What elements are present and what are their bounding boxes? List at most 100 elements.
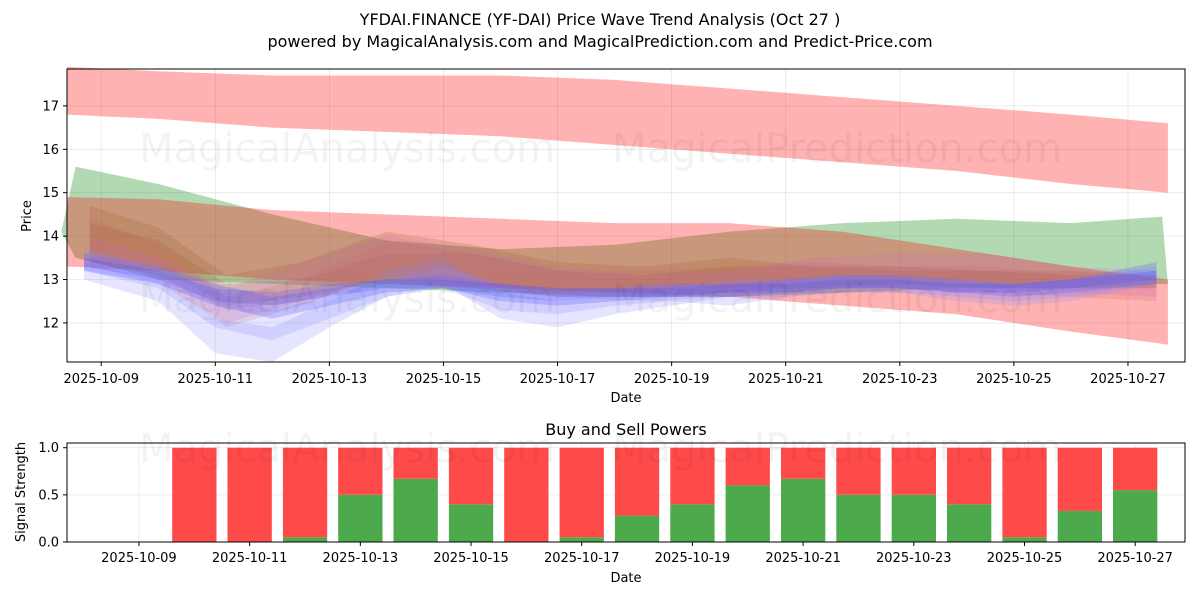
buy-sell-x-tick-label: 2025-10-25	[987, 551, 1063, 566]
price-wave-band-5	[89, 218, 1157, 328]
buy-bar	[448, 504, 494, 542]
watermark-analysis-3: MagicalAnalysis.com	[139, 426, 555, 472]
sell-bar	[393, 447, 438, 479]
price-x-tick-label: 2025-10-15	[406, 372, 482, 387]
sell-bar	[947, 447, 992, 505]
price-wave-band-1	[61, 166, 1168, 297]
sell-bar	[614, 447, 660, 516]
buy-sell-y-axis-label: Signal Strength	[14, 442, 29, 542]
buy-sell-x-tick-label: 2025-10-15	[433, 551, 509, 566]
buy-sell-x-ticks: 2025-10-09 2025-10-11 2025-10-13 2025-10-15…	[101, 542, 1173, 566]
watermark-prediction-3: MagicalPrediction.com	[612, 426, 1062, 472]
price-y-tick-label: 12	[42, 316, 59, 331]
price-grid	[67, 69, 1185, 362]
price-wave-band-7	[84, 257, 1157, 362]
price-x-tick-label: 2025-10-13	[292, 372, 368, 387]
price-wave-band-8	[84, 249, 1157, 341]
price-bands	[61, 66, 1168, 362]
sell-bar	[504, 447, 549, 542]
price-y-tick-label: 17	[42, 99, 59, 114]
price-plot-area	[67, 69, 1185, 362]
price-wave-band-0	[67, 66, 1168, 193]
price-wave-band-6	[89, 236, 1157, 323]
price-wave-chart: MagicalAnalysis.com MagicalPrediction.co…	[20, 66, 1186, 406]
price-y-tick-label: 15	[42, 186, 59, 201]
buy-sell-x-tick-label: 2025-10-17	[544, 551, 620, 566]
figure-subtitle: powered by MagicalAnalysis.com and Magic…	[267, 32, 932, 51]
figure-title: YFDAI.FINANCE (YF-DAI) Price Wave Trend …	[359, 10, 841, 29]
buy-sell-x-tick-label: 2025-10-27	[1097, 551, 1173, 566]
buy-bar	[781, 478, 826, 542]
buy-bar	[1002, 537, 1047, 542]
price-wave-band-9	[84, 253, 1157, 319]
buy-sell-x-axis-label: Date	[610, 571, 641, 586]
buy-sell-plot-frame	[66, 442, 1186, 543]
sell-bar	[1002, 447, 1047, 538]
price-plot-frame	[66, 68, 1186, 363]
buy-bar	[338, 494, 383, 542]
price-y-ticks: 12 13 14 15 16 17	[42, 99, 67, 331]
sell-bar	[172, 447, 217, 542]
buy-sell-x-tick-label: 2025-10-21	[765, 551, 841, 566]
buy-sell-y-tick-label: 0.0	[38, 536, 59, 551]
price-y-tick-label: 13	[42, 273, 59, 288]
buy-bar	[725, 485, 770, 542]
buy-sell-title: Buy and Sell Powers	[545, 420, 707, 439]
buy-bar	[836, 494, 881, 542]
buy-sell-x-tick-label: 2025-10-11	[212, 551, 288, 566]
price-wave-band-2	[67, 197, 1168, 345]
watermark-prediction: MagicalPrediction.com	[612, 126, 1062, 172]
price-x-tick-label: 2025-10-23	[862, 372, 938, 387]
price-watermarks: MagicalAnalysis.com MagicalPrediction.co…	[139, 126, 1062, 322]
watermark-analysis-2: MagicalAnalysis.com	[139, 276, 555, 322]
buy-sell-watermarks: MagicalAnalysis.com MagicalPrediction.co…	[139, 426, 1062, 472]
price-x-tick-label: 2025-10-11	[178, 372, 254, 387]
price-x-ticks: 2025-10-09 2025-10-11 2025-10-13 2025-10-15…	[63, 362, 1166, 387]
buy-bar	[670, 504, 715, 542]
buy-bar	[1057, 510, 1102, 542]
price-x-tick-label: 2025-10-21	[748, 372, 824, 387]
sell-bar	[338, 447, 383, 495]
sell-bar	[448, 447, 494, 505]
buy-bar	[559, 537, 604, 542]
price-y-tick-label: 16	[42, 143, 59, 158]
price-x-tick-label: 2025-10-25	[976, 372, 1052, 387]
sell-bar	[282, 447, 328, 538]
sell-bar	[891, 447, 936, 495]
sell-bar	[1057, 447, 1102, 511]
price-wave-band-4	[89, 223, 1157, 310]
price-wave-band-3	[89, 205, 1157, 306]
buy-sell-chart: Buy and Sell Powers MagicalAnalysis.com …	[14, 420, 1186, 586]
price-y-axis-label: Price	[20, 200, 35, 232]
buy-bar	[614, 515, 660, 542]
buy-bar	[947, 504, 992, 542]
buy-bar	[393, 478, 438, 542]
price-y-tick-label: 14	[42, 230, 59, 245]
buy-sell-x-tick-label: 2025-10-09	[101, 551, 177, 566]
buy-sell-y-tick-label: 1.0	[38, 441, 59, 456]
price-x-tick-label: 2025-10-17	[520, 372, 596, 387]
price-x-tick-label: 2025-10-09	[63, 372, 139, 387]
sell-bar	[1113, 447, 1158, 491]
sell-bar	[670, 447, 715, 505]
price-x-axis-label: Date	[610, 391, 641, 406]
buy-sell-x-tick-label: 2025-10-13	[323, 551, 399, 566]
sell-bar	[836, 447, 881, 495]
buy-bar	[282, 537, 328, 542]
watermark-prediction-2: MagicalPrediction.com	[612, 276, 1062, 322]
watermark-analysis: MagicalAnalysis.com	[139, 126, 555, 172]
buy-sell-y-ticks: 0.0 0.5 1.0	[38, 441, 67, 551]
buy-bar	[891, 494, 936, 542]
sell-bar	[559, 447, 604, 538]
buy-sell-x-tick-label: 2025-10-19	[655, 551, 731, 566]
sell-bar	[781, 447, 826, 479]
buy-sell-x-tick-label: 2025-10-23	[876, 551, 952, 566]
sell-bar	[725, 447, 770, 486]
price-x-tick-label: 2025-10-19	[634, 372, 710, 387]
buy-sell-bars	[172, 447, 1158, 542]
price-x-tick-label: 2025-10-27	[1090, 372, 1166, 387]
buy-bar	[1113, 490, 1158, 542]
price-wave-band-10	[84, 257, 1157, 306]
buy-sell-y-tick-label: 0.5	[38, 488, 59, 503]
